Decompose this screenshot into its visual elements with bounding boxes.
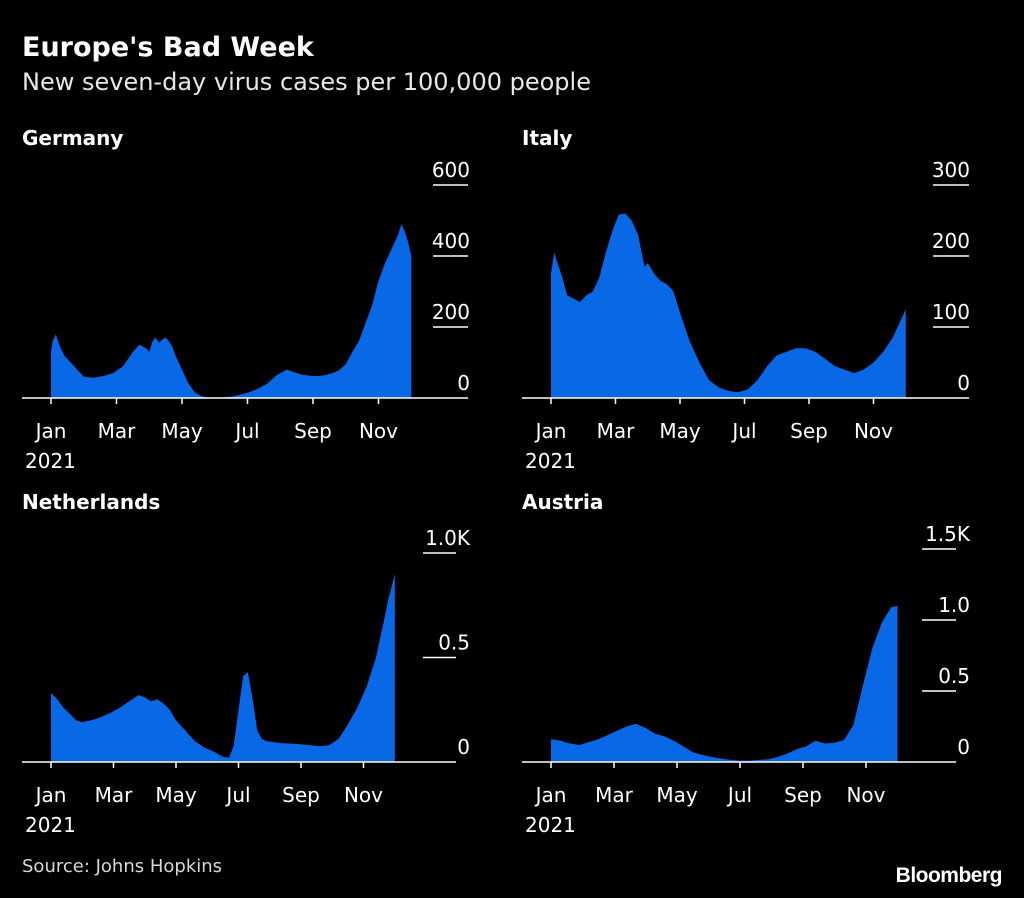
- x-tick-label-0-5: Nov: [359, 419, 398, 443]
- year-label-3: 2021: [525, 813, 576, 837]
- x-tick-label-1-1: Mar: [597, 419, 636, 443]
- y-tick-label-0-2: 200: [432, 300, 470, 324]
- x-tick-label-2-3: Jul: [224, 783, 250, 807]
- x-tick-label-2-5: Nov: [344, 783, 383, 807]
- bloomberg-logo: Bloomberg: [895, 864, 1003, 887]
- area-series-1: [551, 213, 906, 398]
- x-tick-label-2-0: Jan: [34, 783, 67, 807]
- y-tick-label-3-3: 0: [957, 735, 970, 759]
- year-label-2: 2021: [25, 813, 76, 837]
- y-tick-label-3-1: 1.0: [938, 593, 970, 617]
- x-tick-label-3-0: Jan: [534, 783, 567, 807]
- x-tick-label-1-5: Nov: [854, 419, 893, 443]
- y-tick-label-1-3: 0: [957, 371, 970, 395]
- year-label-0: 2021: [25, 449, 76, 473]
- x-tick-label-1-3: Jul: [730, 419, 756, 443]
- area-series-2: [51, 573, 395, 762]
- panel-title-3: Austria: [522, 490, 603, 514]
- y-tick-label-3-2: 0.5: [938, 664, 970, 688]
- x-tick-label-0-2: May: [161, 419, 203, 443]
- y-tick-label-0-1: 400: [432, 229, 470, 253]
- x-tick-label-2-4: Sep: [282, 783, 320, 807]
- panel-title-1: Italy: [522, 126, 572, 150]
- y-tick-label-2-1: 0.5: [438, 631, 470, 655]
- x-tick-label-3-3: Jul: [726, 783, 752, 807]
- x-tick-label-3-1: Mar: [595, 783, 634, 807]
- x-tick-label-0-4: Sep: [294, 419, 332, 443]
- x-tick-label-0-1: Mar: [98, 419, 137, 443]
- panel-title-2: Netherlands: [22, 490, 160, 514]
- area-series-0: [51, 224, 412, 398]
- area-series-3: [551, 605, 898, 762]
- x-tick-label-1-2: May: [659, 419, 701, 443]
- panel-title-0: Germany: [22, 126, 123, 150]
- page-title: Europe's Bad Week: [22, 32, 314, 63]
- x-tick-label-3-2: May: [656, 783, 698, 807]
- y-tick-label-1-0: 300: [932, 158, 970, 182]
- x-tick-label-0-3: Jul: [233, 419, 259, 443]
- x-tick-label-2-1: Mar: [95, 783, 134, 807]
- x-tick-label-3-5: Nov: [846, 783, 885, 807]
- x-tick-label-0-0: Jan: [34, 419, 67, 443]
- x-tick-label-1-4: Sep: [790, 419, 828, 443]
- x-tick-label-3-4: Sep: [784, 783, 822, 807]
- y-tick-label-1-2: 100: [932, 300, 970, 324]
- y-tick-label-2-0: 1.0K: [425, 526, 471, 550]
- y-tick-label-1-1: 200: [932, 229, 970, 253]
- y-tick-label-2-2: 0: [457, 735, 470, 759]
- y-tick-label-0-0: 600: [432, 158, 470, 182]
- y-tick-label-0-3: 0: [457, 371, 470, 395]
- source-note: Source: Johns Hopkins: [22, 856, 223, 877]
- x-tick-label-1-0: Jan: [534, 419, 567, 443]
- year-label-1: 2021: [525, 449, 576, 473]
- page-subtitle: New seven-day virus cases per 100,000 pe…: [22, 68, 591, 96]
- x-tick-label-2-2: May: [155, 783, 197, 807]
- y-tick-label-3-0: 1.5K: [925, 522, 971, 546]
